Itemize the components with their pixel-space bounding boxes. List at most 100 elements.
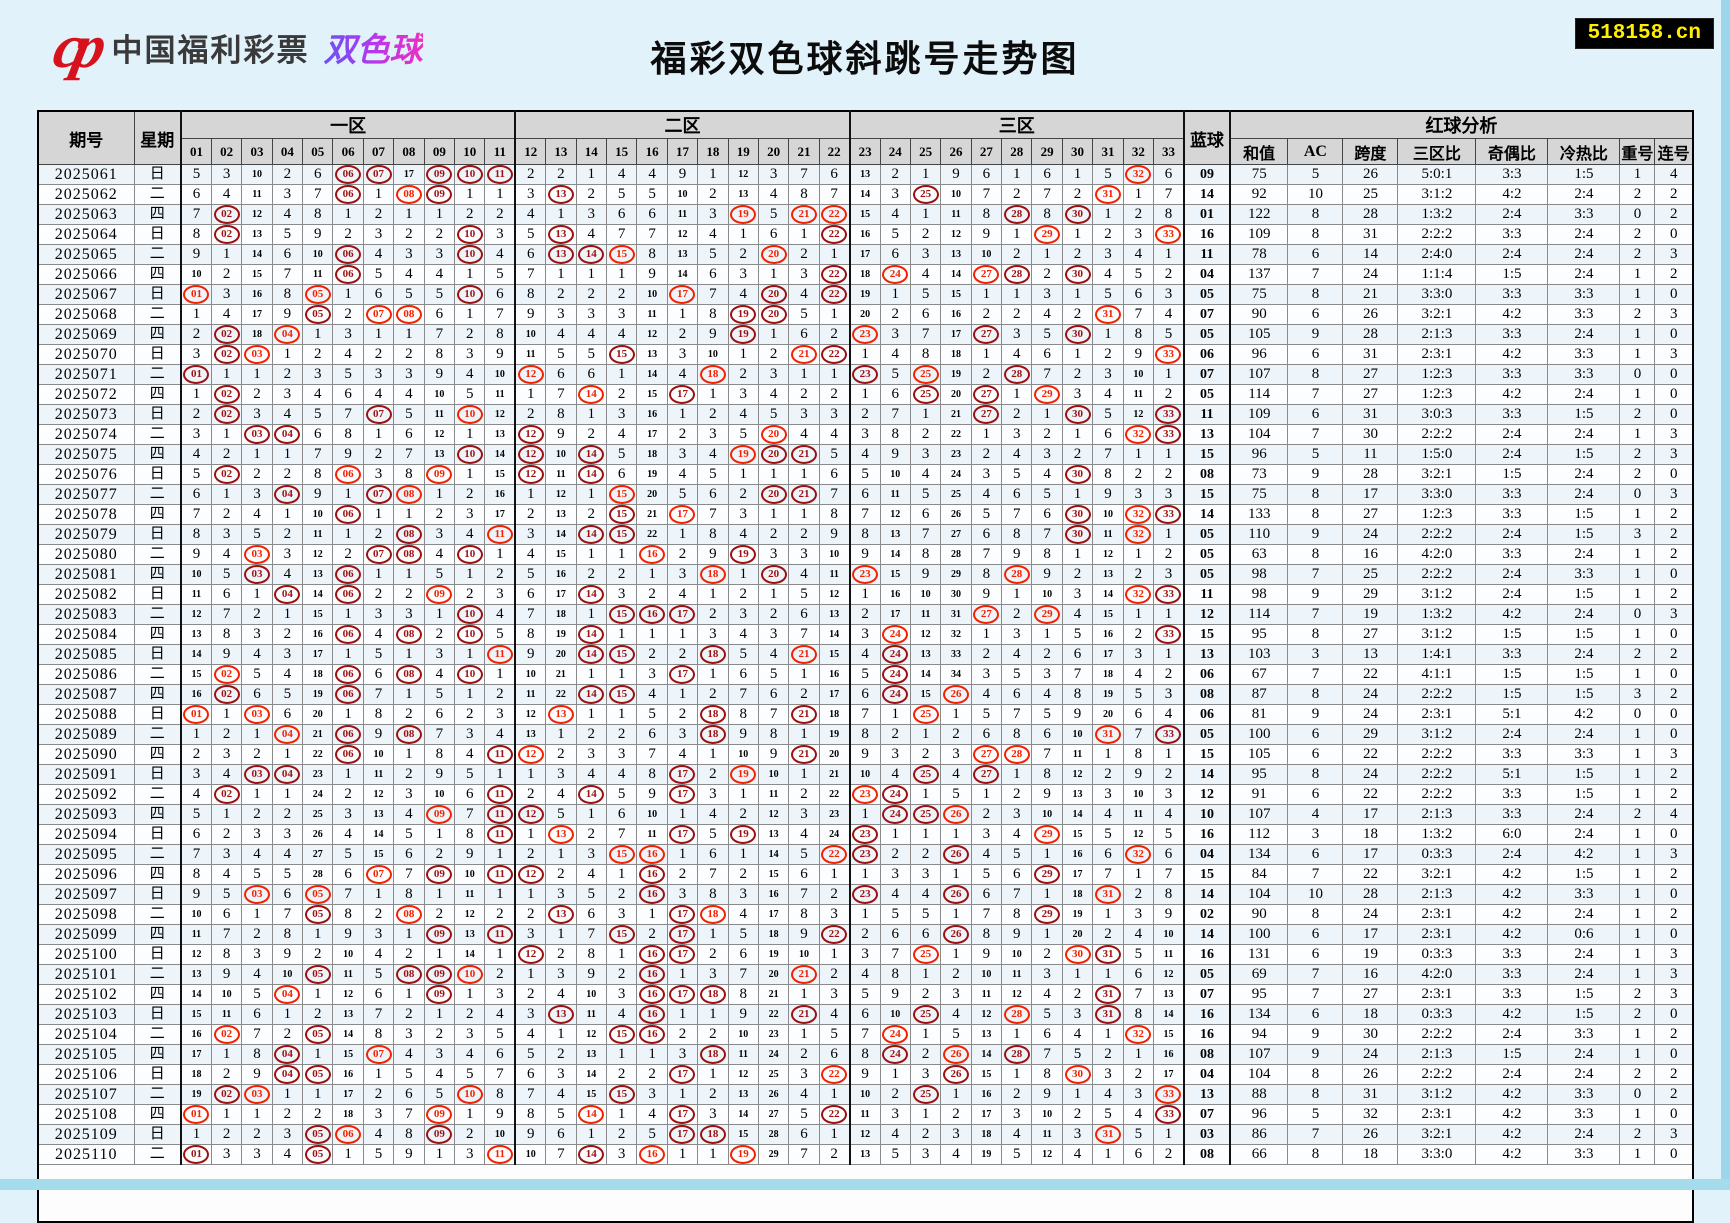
sum-cell: 100 (1228, 924, 1289, 945)
ball-cell-drawn: 30 (1061, 264, 1094, 285)
miss-count-cell: 1 (666, 404, 699, 425)
ball-cell-drawn: 17 (666, 1124, 699, 1145)
miss-count-cell: 4 (362, 244, 395, 265)
miss-count-cell: 7 (818, 184, 851, 205)
weekday-cell: 日 (133, 164, 182, 185)
miss-count-cell: 8 (393, 1124, 425, 1145)
miss-count-cell: 8 (1001, 524, 1033, 545)
miss-count-cell: 3 (210, 164, 243, 185)
miss-count-cell: 8 (514, 284, 547, 305)
miss-count-cell: 20 (636, 484, 668, 505)
miss-count-cell: 9 (575, 964, 607, 985)
sum-cell: 73 (1228, 464, 1289, 485)
miss-count-cell: 10 (514, 664, 547, 685)
ball-col-header-13: 13 (545, 138, 577, 165)
ball-cell-drawn: 12 (514, 424, 547, 445)
miss-count-cell: 1 (788, 364, 820, 385)
ball-cell-drawn: 02 (210, 464, 243, 485)
miss-count-cell: 16 (757, 884, 790, 905)
ball-cell-drawn: 24 (879, 664, 911, 685)
miss-count-cell: 4 (484, 244, 516, 265)
miss-count-cell: 7 (1122, 304, 1155, 325)
red-ball: 11 (486, 165, 513, 184)
ball-cell-drawn: 12 (514, 744, 547, 765)
miss-count-cell: 6 (393, 424, 425, 445)
red-ball: 33 (1155, 345, 1182, 364)
miss-count-cell: 1 (454, 304, 486, 325)
miss-count-cell: 6 (909, 304, 942, 325)
miss-count-cell: 2 (514, 504, 547, 525)
zone-ratio-cell: 0:3:3 (1397, 944, 1477, 965)
ball-cell-drawn: 23 (848, 824, 881, 845)
miss-count-cell: 16 (545, 564, 577, 585)
miss-count-cell: 8 (484, 324, 516, 345)
miss-count-cell: 6 (241, 1004, 273, 1025)
miss-count-cell: 10 (1031, 804, 1063, 825)
miss-count-cell: 5 (241, 664, 273, 685)
ball-cell-drawn: 19 (727, 324, 759, 345)
red-ball: 11 (486, 865, 513, 884)
miss-count-cell: 5 (332, 844, 364, 865)
ball-cell-drawn: 05 (302, 884, 334, 905)
zone-ratio-cell: 4:2:0 (1397, 964, 1477, 985)
miss-count-cell: 3 (940, 1124, 972, 1145)
table-row: 2025065 二 9 1 14 6 10 06 4 3 3 10 4 6 13 14 15 8 13 5 2 20 2 1 1… (37, 244, 1694, 265)
miss-count-cell: 3 (484, 224, 516, 245)
miss-count-cell: 1 (454, 984, 486, 1005)
weekday-cell: 二 (133, 964, 182, 985)
miss-count-cell: 3 (970, 664, 1003, 685)
ball-cell-drawn: 31 (1092, 1124, 1124, 1145)
miss-count-cell: 11 (666, 204, 699, 225)
miss-count-cell: 2 (818, 1144, 851, 1165)
table-row: 2025108 四 01 1 1 2 2 18 3 7 09 1 9 8 5 14 1 4 17 3 14 27 5 22 11… (37, 1104, 1694, 1125)
ball-cell-drawn: 20 (757, 304, 790, 325)
miss-count-cell: 21 (818, 764, 851, 785)
miss-count-cell: 4 (210, 184, 243, 205)
miss-count-cell: 1 (848, 344, 881, 365)
miss-count-cell: 3 (1153, 484, 1185, 505)
miss-count-cell: 15 (879, 564, 911, 585)
red-ball: 25 (912, 945, 939, 964)
miss-count-cell: 2 (788, 1044, 820, 1065)
miss-count-cell: 18 (636, 444, 668, 465)
miss-count-cell: 1 (302, 1044, 334, 1065)
sum-cell: 134 (1228, 1004, 1289, 1025)
miss-count-cell: 3 (1153, 284, 1185, 305)
repeat-cell: 1 (1619, 1024, 1656, 1045)
table-row: 2025067 日 01 3 16 8 05 1 6 5 5 10 6 8 2 2 2 10 17 7 4 20 4 22 19… (37, 284, 1694, 305)
red-ball: 25 (912, 385, 939, 404)
zone-ratio-cell: 2:1:3 (1397, 324, 1477, 345)
red-ball: 11 (486, 785, 513, 804)
miss-count-cell: 23 (940, 444, 972, 465)
miss-count-cell: 3 (484, 984, 516, 1005)
miss-count-cell: 9 (1122, 764, 1155, 785)
consecutive-cell: 3 (1654, 604, 1694, 625)
table-row: 2025105 四 17 1 8 04 1 15 07 4 3 4 6 5 2 13 1 1 3 18 11 24 2 6 8 2… (37, 1044, 1694, 1065)
issue-cell: 2025098 (37, 904, 135, 925)
site-badge[interactable]: 518158.cn (1574, 18, 1714, 49)
repeat-cell: 1 (1619, 864, 1656, 885)
ball-cell-drawn: 25 (909, 1084, 942, 1105)
miss-count-cell: 4 (757, 644, 790, 665)
blue-ball-cell: 08 (1182, 1144, 1231, 1165)
blue-ball-cell: 16 (1182, 944, 1231, 965)
miss-count-cell: 7 (1031, 524, 1063, 545)
miss-count-cell: 7 (1031, 744, 1063, 765)
miss-count-cell: 9 (848, 744, 881, 765)
table-row: 2025075 四 4 2 1 1 7 9 2 7 13 10 14 12 10 14 5 18 3 4 19 20 21 5… (37, 444, 1694, 465)
red-ball: 08 (395, 485, 422, 504)
miss-count-cell: 9 (788, 924, 820, 945)
cold-hot-cell: 2:4 (1547, 1124, 1621, 1145)
table-row: 2025063 四 7 02 12 4 8 1 2 1 1 2 2 4 1 3 6 6 11 3 19 5 21 22 15 4 1… (37, 204, 1694, 225)
miss-count-cell: 2 (362, 204, 395, 225)
miss-count-cell: 8 (393, 464, 425, 485)
miss-count-cell: 5 (241, 524, 273, 545)
miss-count-cell: 9 (484, 1104, 516, 1125)
blue-ball-cell: 14 (1182, 184, 1231, 205)
miss-count-cell: 1 (1092, 744, 1124, 765)
issue-cell: 2025094 (37, 824, 135, 845)
red-ball: 14 (578, 525, 605, 544)
repeat-cell: 3 (1619, 524, 1656, 545)
red-ball: 13 (547, 225, 574, 244)
ac-cell: 9 (1287, 464, 1344, 485)
